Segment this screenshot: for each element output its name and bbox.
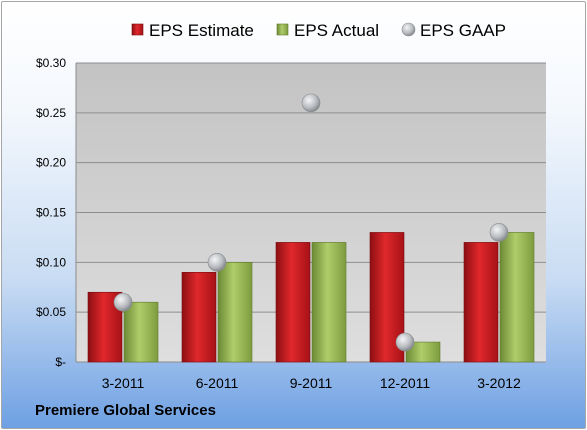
bar-eps-estimate xyxy=(275,242,311,363)
legend-swatch xyxy=(276,23,289,36)
bar-eps-estimate xyxy=(463,242,499,363)
y-tick-label: $0.10 xyxy=(36,255,66,269)
point-eps-gaap xyxy=(489,223,509,242)
legend: EPS Estimate EPS Actual EPS GAAP xyxy=(131,21,506,40)
series-marks xyxy=(87,93,535,363)
y-tick-label: $0.15 xyxy=(36,206,66,220)
point-eps-gaap xyxy=(207,253,227,272)
y-tick-label: $0.20 xyxy=(36,156,66,170)
x-tick-label: 3-2011 xyxy=(102,375,145,391)
bar-eps-estimate xyxy=(181,271,217,363)
legend-swatch xyxy=(401,22,416,37)
company-name: Premiere Global Services xyxy=(35,402,216,419)
y-tick-label: $0.25 xyxy=(36,106,66,120)
legend-label: EPS Estimate xyxy=(149,21,254,40)
y-axis: $- $0.05 $0.10 $0.15 $0.20 $0.25 $0.30 xyxy=(36,56,77,369)
bar-eps-actual xyxy=(311,242,347,363)
bar-eps-actual xyxy=(217,262,253,363)
legend-swatch xyxy=(131,23,144,36)
bar-eps-actual xyxy=(123,301,159,363)
legend-label: EPS Actual xyxy=(294,21,379,40)
x-axis: 3-2011 6-2011 9-2011 12-2011 3-2012 xyxy=(102,375,521,391)
x-tick-label: 6-2011 xyxy=(196,375,239,391)
point-eps-gaap xyxy=(301,93,321,113)
y-tick-label: $0.30 xyxy=(36,56,66,70)
x-tick-label: 12-2011 xyxy=(380,375,431,391)
point-eps-gaap xyxy=(113,292,133,312)
point-eps-gaap xyxy=(395,332,415,352)
bar-eps-actual xyxy=(499,232,535,363)
y-tick-label: $0.05 xyxy=(36,305,66,319)
x-tick-label: 3-2012 xyxy=(477,375,521,391)
legend-label: EPS GAAP xyxy=(420,21,506,40)
bar-eps-actual xyxy=(405,341,441,363)
x-tick-label: 9-2011 xyxy=(290,375,333,391)
y-tick-label: $- xyxy=(55,355,66,369)
